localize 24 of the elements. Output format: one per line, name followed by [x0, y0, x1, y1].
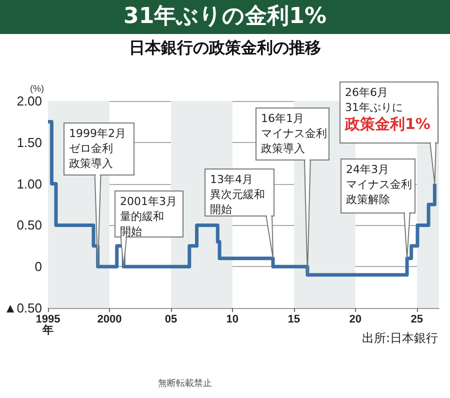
y-tick-label: 0	[34, 259, 42, 274]
x-tick-label: 2000	[97, 314, 122, 326]
annotation: 1999年2月ゼロ金利政策導入	[69, 126, 127, 171]
annotation: 24年3月マイナス金利政策解除	[346, 162, 412, 207]
x-tick-label: 20	[349, 314, 362, 326]
y-tick-label: 1.50	[16, 134, 42, 150]
x-tick-label: 1995 年	[36, 314, 60, 336]
x-tick-label: 25	[410, 314, 423, 326]
annotation: 16年1月マイナス金利政策導入	[261, 111, 327, 156]
y-tick-label: 0.50	[16, 218, 42, 233]
chart-title: 31年ぶりの金利1%	[0, 0, 450, 34]
y-tick-label: 2.00	[16, 94, 42, 108]
chart-subtitle: 日本銀行の政策金利の推移	[128, 37, 322, 59]
y-tick-label: 1.00	[16, 176, 42, 192]
text: 無断転載禁止	[158, 378, 212, 390]
annotation: 26年6月31年ぶりに政策金利1%	[345, 85, 432, 134]
y-axis-title: (%)	[30, 84, 44, 94]
annotation: 13年4月異次元緩和開始	[210, 172, 266, 217]
x-tick-label: 15	[288, 314, 300, 326]
x-tick-label: 05	[164, 314, 178, 326]
x-tick-label: 10	[226, 314, 239, 326]
text: 出所:日本銀行	[362, 330, 438, 347]
annotation: 2001年3月量的緩和開始	[120, 194, 178, 239]
y-tick-label: ▲0.50	[4, 300, 42, 316]
